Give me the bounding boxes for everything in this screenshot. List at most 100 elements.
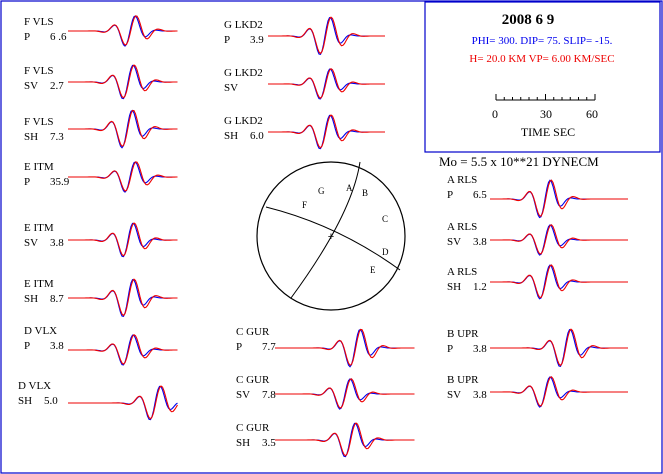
synthetic-waveform [268,16,385,55]
time-axis-label: TIME SEC [521,125,575,139]
trace-component-label: P [224,34,230,46]
trace-panels: F VLS P 6 .6 F VLS SV 2.7 F VLS SH 7.3 E ITM P 35.9… [18,15,628,458]
trace-panel: F VLS SH 7.3 [24,109,178,149]
synthetic-waveform [68,161,178,192]
trace-component-label: SV [24,237,38,249]
trace-amplitude-label: 6.0 [250,130,264,142]
trace-station-label: A RLS [447,174,477,186]
trace-station-label: B UPR [447,328,479,340]
trace-station-label: D VLX [24,325,57,337]
sphere-station-e: E [370,265,376,275]
trace-panel: D VLX P 3.8 [24,325,178,366]
synthetic-waveform [68,64,178,99]
trace-amplitude-label: 1.2 [473,281,487,293]
trace-amplitude-label: 35.9 [50,176,70,188]
trace-amplitude-label: 3.8 [473,236,487,248]
trace-component-label: P [24,31,30,43]
synthetic-waveform [490,376,628,407]
event-date: 2008 6 9 [502,12,555,28]
trace-amplitude-label: 2.7 [50,80,64,92]
synthetic-waveform [275,328,415,366]
trace-component-label: P [447,343,453,355]
trace-station-label: E ITM [24,161,54,173]
trace-panel: E ITM P 35.9 [24,161,178,193]
trace-panel: E ITM SH 8.7 [24,278,178,318]
nodal-plane-1 [290,161,361,299]
synthetic-waveform [490,328,628,367]
trace-amplitude-label: 7.8 [262,389,276,401]
trace-component-label: SH [18,395,32,407]
trace-component-label: SH [24,131,38,143]
synthetic-waveform [68,278,178,317]
trace-amplitude-label: 3.8 [50,237,64,249]
trace-station-label: F VLS [24,65,53,77]
trace-panel: E ITM SV 3.8 [24,222,178,258]
synthetic-waveform [490,264,628,299]
trace-panel: B UPR SV 3.8 [447,374,628,408]
trace-panel: G LKD2 SH 6.0 [224,114,385,150]
trace-panel: B UPR P 3.8 [447,328,628,368]
trace-component-label: P [24,340,30,352]
trace-component-label: P [447,189,453,201]
trace-panel: C GUR SH 3.5 [236,422,415,458]
depth-velocity-text: H= 20.0 KM VP= 6.00 KM/SEC [469,53,614,65]
trace-component-label: SV [224,82,238,94]
trace-panel: A RLS P 6.5 [447,174,628,219]
trace-component-label: SH [224,130,238,142]
trace-component-label: P [236,341,242,353]
focal-sphere-circle [256,161,406,311]
sphere-station-d: D [382,247,389,257]
scale-tick-label-0: 0 [492,107,498,121]
sphere-station-f: F [302,200,307,210]
trace-amplitude-label: 3.8 [50,340,64,352]
trace-station-label: B UPR [447,374,479,386]
trace-component-label: SH [24,293,38,305]
trace-station-label: C GUR [236,326,270,338]
trace-station-label: A RLS [447,221,477,233]
trace-station-label: D VLX [18,380,51,392]
time-scale-bar [495,94,596,101]
trace-amplitude-label: 3.9 [250,34,264,46]
trace-station-label: G LKD2 [224,19,263,31]
nodal-plane-2 [265,206,401,271]
focal-sphere: + G A B F C DE [256,161,406,311]
synthetic-waveform [68,15,178,46]
trace-component-label: SH [236,437,250,449]
trace-station-label: C GUR [236,422,270,434]
info-box: 2008 6 9 PHI= 300. DIP= 75. SLIP= -15. H… [424,1,661,153]
scale-tick-label-60: 60 [586,107,598,121]
trace-component-label: SV [447,389,461,401]
synthetic-waveform [275,422,415,457]
trace-station-label: G LKD2 [224,115,263,127]
trace-station-label: E ITM [24,278,54,290]
time-scale-ticks [495,94,596,100]
sphere-station-a: A [346,183,353,193]
sphere-station-b: B [362,188,368,198]
sphere-station-labels: G A B F C DE [302,183,389,275]
trace-amplitude-label: 8.7 [50,293,64,305]
trace-amplitude-label: 5.0 [44,395,58,407]
scale-tick-label-30: 30 [540,107,552,121]
trace-station-label: C GUR [236,374,270,386]
sphere-station-g: G [318,186,325,196]
trace-component-label: P [24,176,30,188]
synthetic-waveform [268,114,385,149]
trace-component-label: SH [447,281,461,293]
trace-amplitude-label: 6.5 [473,189,487,201]
trace-amplitude-label: 7.3 [50,131,64,143]
trace-station-label: F VLS [24,116,53,128]
synthetic-waveform [490,224,628,255]
trace-panel: G LKD2 SV [224,67,385,100]
trace-panel: A RLS SH 1.2 [447,264,628,300]
trace-amplitude-label: 6 .6 [50,31,67,43]
trace-panel: F VLS SV 2.7 [24,64,178,100]
trace-panel: A RLS SV 3.8 [447,221,628,256]
trace-panel: C GUR P 7.7 [236,326,415,368]
trace-amplitude-label: 3.5 [262,437,276,449]
sphere-center-mark: + [328,231,334,243]
trace-amplitude-label: 7.7 [262,341,276,353]
trace-station-label: F VLS [24,16,53,28]
